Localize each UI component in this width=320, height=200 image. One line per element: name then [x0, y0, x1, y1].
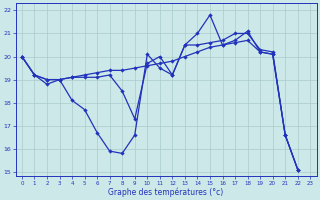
X-axis label: Graphe des températures (°c): Graphe des températures (°c): [108, 187, 224, 197]
